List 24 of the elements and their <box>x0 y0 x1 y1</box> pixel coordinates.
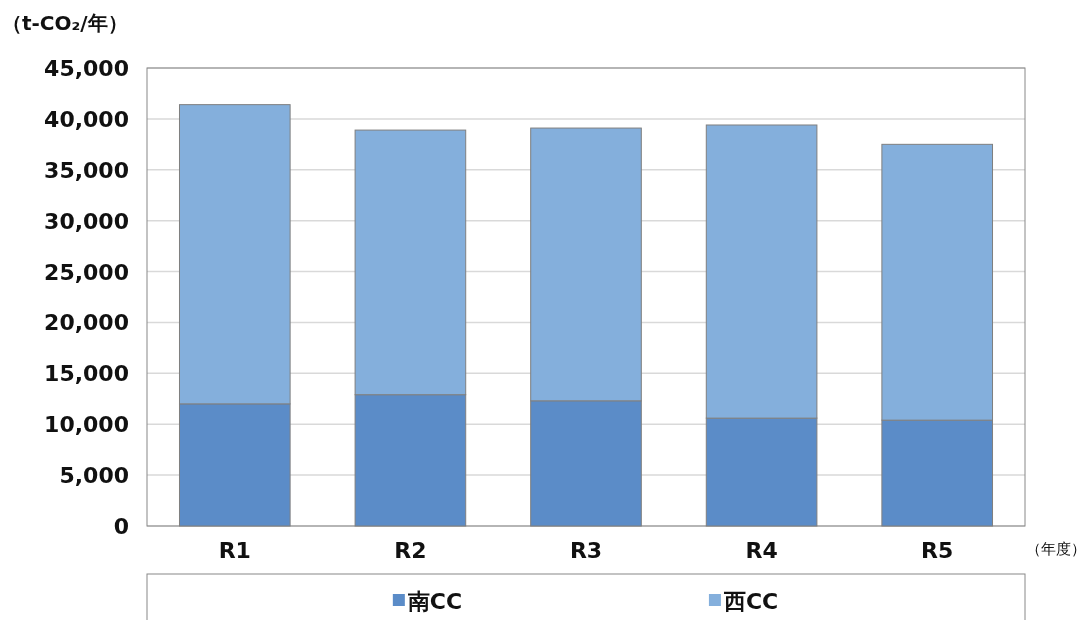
x-tick-label: R2 <box>394 538 427 563</box>
y-tick-label: 15,000 <box>44 361 129 387</box>
bar <box>705 124 818 419</box>
y-tick-label: 25,000 <box>44 259 129 285</box>
bar <box>354 129 467 396</box>
y-tick-label: 30,000 <box>44 208 129 234</box>
x-axis-title: （年度） <box>1026 540 1086 558</box>
x-tick-label: R1 <box>218 538 251 563</box>
bar <box>881 143 994 421</box>
x-tick-label: R3 <box>569 538 603 563</box>
y-tick-label: 40,000 <box>44 106 129 132</box>
bar <box>178 104 291 405</box>
bar <box>530 127 642 402</box>
y-tick-label: 5,000 <box>59 463 129 489</box>
x-tick-label: R5 <box>921 538 954 563</box>
legend-label: 南CC <box>406 589 463 614</box>
y-tick-label: 10,000 <box>44 412 129 438</box>
y-tick-label: 35,000 <box>44 157 129 183</box>
legend-label: 西CC <box>722 589 779 614</box>
x-tick-label: R4 <box>745 538 778 563</box>
y-axis-title: （t-CO₂/年） <box>2 11 128 35</box>
y-tick-label: 45,000 <box>44 56 129 81</box>
y-tick-label: 0 <box>113 514 129 539</box>
y-tick-label: 20,000 <box>44 310 129 336</box>
